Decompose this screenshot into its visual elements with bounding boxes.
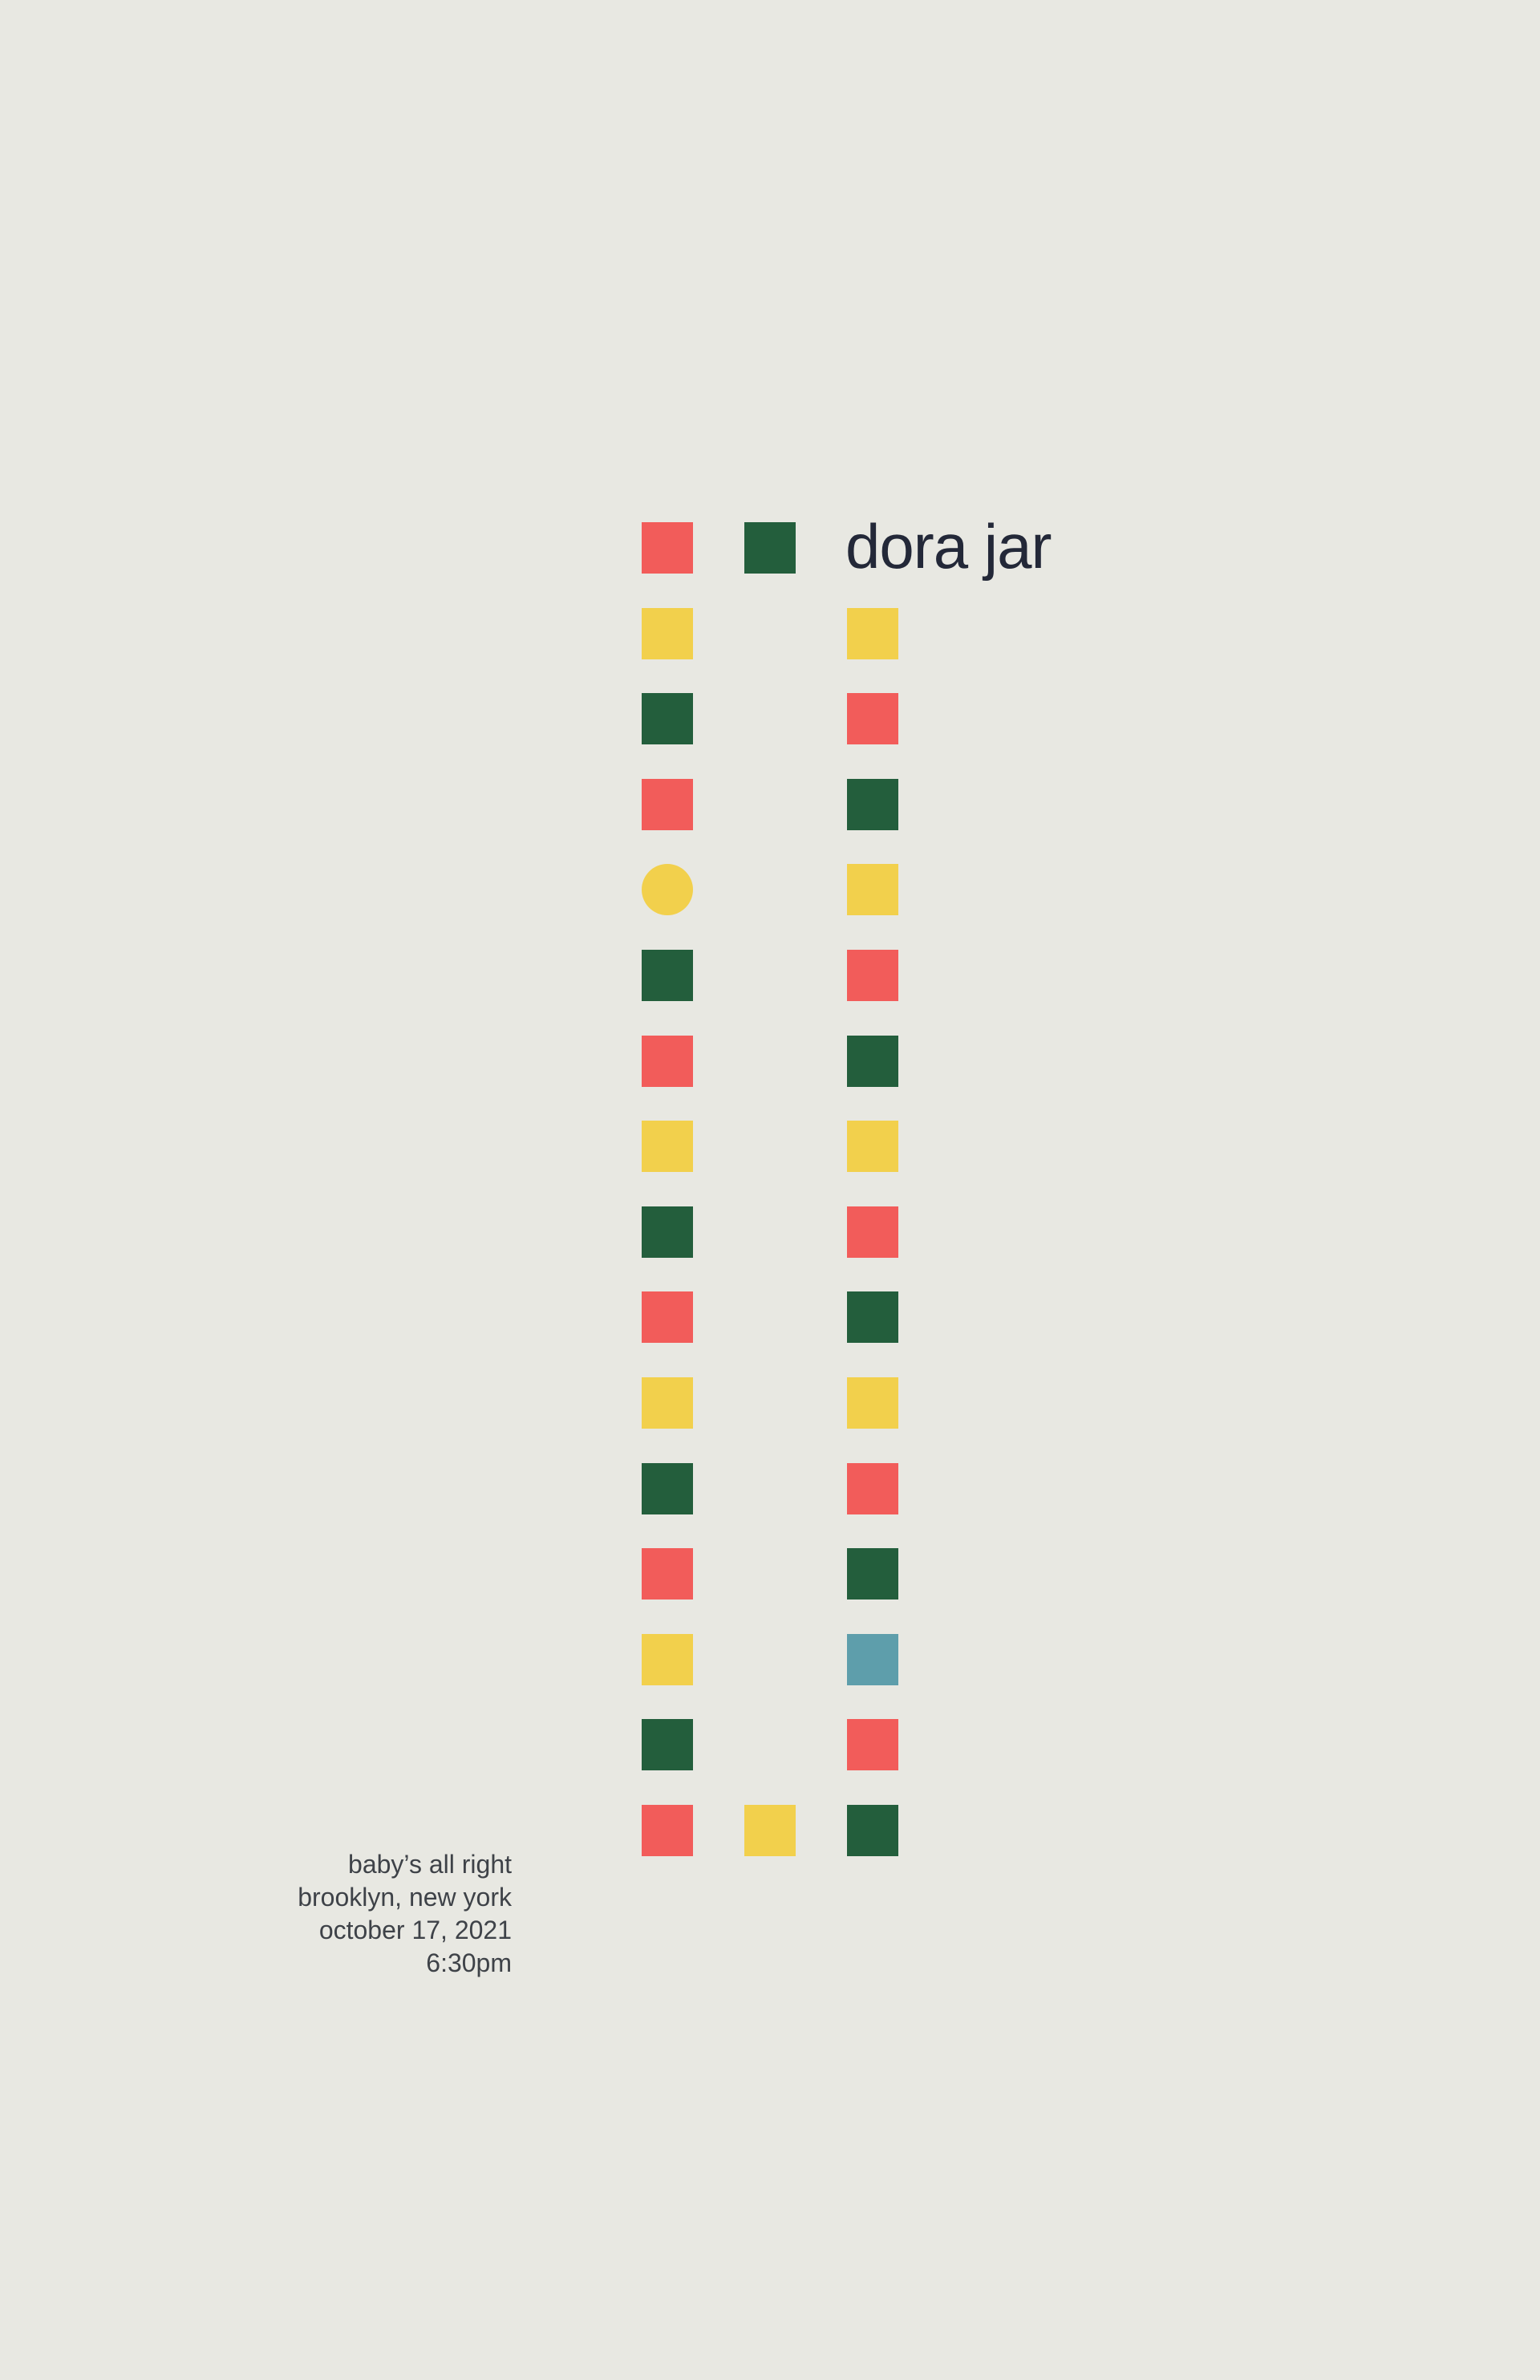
time-line: 6:30pm xyxy=(426,1948,512,1977)
artist-title: dora jar xyxy=(845,511,1052,582)
left-column-tile-square xyxy=(642,779,693,830)
location-line: brooklyn, new york xyxy=(298,1883,512,1912)
right-column-tile-square xyxy=(847,1206,898,1258)
left-column-tile-square xyxy=(642,522,693,574)
right-column-tile-square xyxy=(847,950,898,1001)
right-column-tile-square xyxy=(847,608,898,659)
right-column-tile-square xyxy=(847,693,898,744)
left-column-tile-square xyxy=(642,1377,693,1429)
left-column-tile-square xyxy=(642,1121,693,1172)
middle-bottom-tile-square xyxy=(744,1805,796,1856)
right-column-tile-square xyxy=(847,1634,898,1685)
right-column-tile-square xyxy=(847,1463,898,1514)
left-column-tile-circle xyxy=(642,864,693,915)
middle-top-tile-square xyxy=(744,522,796,574)
right-column-tile-square xyxy=(847,1548,898,1600)
left-column-tile-square xyxy=(642,1206,693,1258)
left-column-tile-square xyxy=(642,1291,693,1343)
left-column-tile-square xyxy=(642,1719,693,1770)
date-line: october 17, 2021 xyxy=(318,1916,512,1944)
right-column-tile-square xyxy=(847,1377,898,1429)
left-column-tile-square xyxy=(642,1634,693,1685)
right-column-tile-square xyxy=(847,1291,898,1343)
left-column-tile-square xyxy=(642,1805,693,1856)
venue-line: baby’s all right xyxy=(348,1850,512,1879)
left-column-tile-square xyxy=(642,1036,693,1087)
right-column-tile-square xyxy=(847,864,898,915)
right-column-tile-square xyxy=(847,1805,898,1856)
left-column-tile-square xyxy=(642,1463,693,1514)
right-column-tile-square xyxy=(847,779,898,830)
right-column-tile-square xyxy=(847,1121,898,1172)
event-details: baby’s all right brooklyn, new york octo… xyxy=(298,1848,512,1980)
right-column-tile-square xyxy=(847,1719,898,1770)
left-column-tile-square xyxy=(642,1548,693,1600)
left-column-tile-square xyxy=(642,693,693,744)
left-column-tile-square xyxy=(642,608,693,659)
right-column-tile-square xyxy=(847,1036,898,1087)
left-column-tile-square xyxy=(642,950,693,1001)
